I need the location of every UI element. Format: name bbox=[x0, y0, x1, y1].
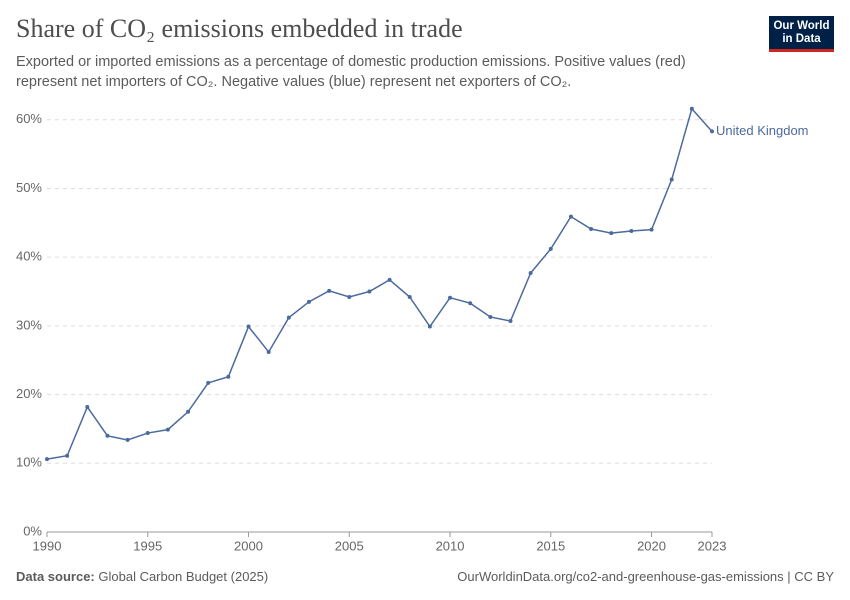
data-point bbox=[710, 129, 714, 134]
data-point bbox=[548, 246, 553, 251]
data-point bbox=[246, 324, 251, 329]
source-text: Global Carbon Budget (2025) bbox=[98, 569, 269, 584]
y-tick-label: 0% bbox=[23, 523, 42, 538]
data-point bbox=[568, 214, 573, 219]
data-point bbox=[165, 427, 170, 432]
y-tick-label: 50% bbox=[16, 180, 42, 195]
data-point bbox=[226, 374, 231, 379]
data-point bbox=[669, 177, 674, 182]
data-point bbox=[427, 324, 432, 329]
y-tick-label: 20% bbox=[16, 386, 42, 401]
data-point bbox=[468, 301, 473, 306]
data-point bbox=[206, 380, 211, 385]
data-point bbox=[45, 457, 49, 462]
x-tick-label: 2015 bbox=[536, 538, 565, 553]
chart-subtitle: Exported or imported emissions as a perc… bbox=[16, 54, 686, 90]
data-point bbox=[145, 431, 150, 436]
x-tick-label: 2020 bbox=[637, 538, 666, 553]
data-point bbox=[367, 289, 372, 294]
data-point bbox=[508, 319, 513, 324]
series-label: United Kingdom bbox=[716, 123, 809, 138]
y-tick-label: 10% bbox=[16, 455, 42, 470]
data-point bbox=[266, 349, 271, 354]
x-tick-label: 1990 bbox=[33, 538, 62, 553]
data-point bbox=[387, 277, 392, 282]
data-point bbox=[407, 295, 412, 300]
data-point bbox=[105, 433, 110, 438]
data-point bbox=[589, 226, 594, 231]
x-tick-label: 2000 bbox=[234, 538, 263, 553]
source: Data source: Global Carbon Budget (2025) bbox=[16, 569, 268, 584]
data-point bbox=[649, 227, 654, 232]
logo[interactable]: Our World in Data bbox=[769, 16, 834, 52]
data-point bbox=[65, 453, 70, 458]
data-point bbox=[286, 315, 291, 320]
y-tick-label: 40% bbox=[16, 249, 42, 264]
x-tick-label: 1995 bbox=[133, 538, 162, 553]
data-point bbox=[347, 295, 352, 300]
footer-link[interactable]: OurWorldinData.org/co2-and-greenhouse-ga… bbox=[457, 569, 834, 584]
x-tick-label: 2010 bbox=[436, 538, 465, 553]
data-point bbox=[609, 231, 614, 236]
x-tick-label: 2023 bbox=[698, 538, 727, 553]
series-line bbox=[46, 107, 713, 460]
data-point bbox=[689, 106, 694, 111]
source-label: Data source: bbox=[16, 569, 95, 584]
data-point bbox=[528, 270, 533, 275]
data-point bbox=[125, 437, 130, 442]
data-point bbox=[327, 288, 332, 293]
data-point bbox=[186, 409, 191, 414]
logo-line: Our World bbox=[773, 20, 830, 32]
chart-title: Share of CO₂ emissions embedded in trade bbox=[16, 14, 463, 43]
data-point bbox=[85, 404, 90, 409]
data-point bbox=[629, 229, 634, 234]
data-point bbox=[488, 314, 493, 319]
data-point bbox=[448, 295, 453, 300]
x-tick-label: 2005 bbox=[335, 538, 364, 553]
logo-line: in Data bbox=[782, 33, 821, 45]
data-point bbox=[306, 299, 311, 304]
y-tick-label: 60% bbox=[16, 111, 42, 126]
y-tick-label: 30% bbox=[16, 317, 42, 332]
